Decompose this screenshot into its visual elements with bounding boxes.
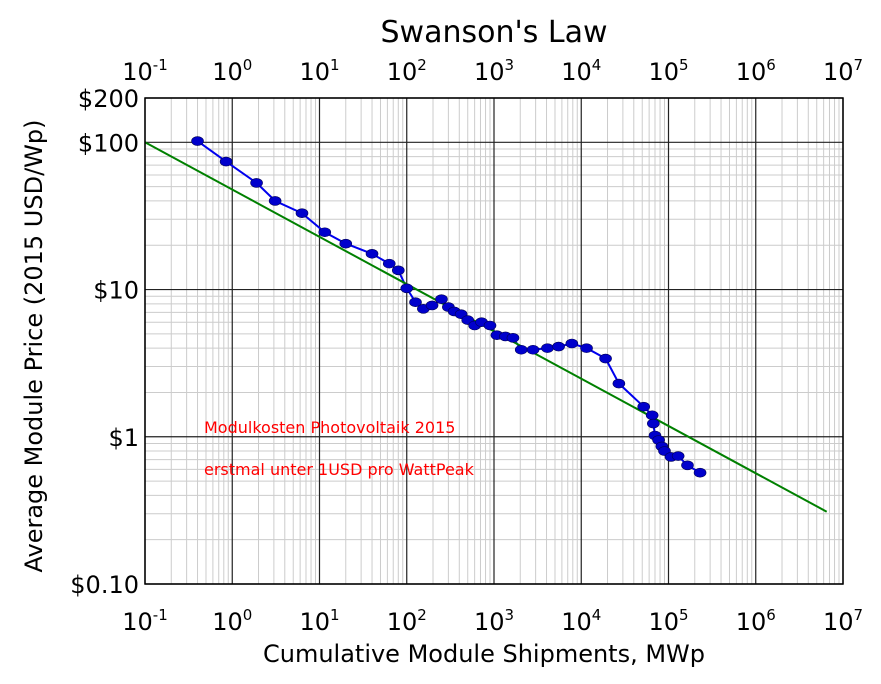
data-point <box>425 300 439 311</box>
data-point <box>645 410 659 421</box>
data-point <box>637 401 651 412</box>
y-tick-label: $100 <box>78 129 139 157</box>
data-point <box>565 338 579 349</box>
data-point <box>268 196 282 206</box>
data-point <box>483 320 497 331</box>
chart-title: Swanson's Law <box>380 15 607 50</box>
x-tick-label-bottom: 102 <box>387 606 427 636</box>
x-tick-label-bottom: 103 <box>474 606 514 636</box>
data-point <box>514 344 528 355</box>
x-tick-label-top: 100 <box>212 56 252 86</box>
annotation-line-2: erstmal unter 1USD pro WattPeak <box>204 460 475 479</box>
data-point <box>365 248 379 259</box>
data-point <box>681 460 694 471</box>
data-point <box>580 343 593 353</box>
data-point <box>526 344 540 355</box>
x-tick-label-top: 106 <box>736 56 776 86</box>
x-tick-label-bottom: 10-1 <box>122 606 168 636</box>
y-tick-labels: $200 $100 $10 $1 $0.10 <box>70 85 139 599</box>
x-tick-label-bottom: 100 <box>212 606 252 636</box>
y-tick-label: $0.10 <box>70 571 139 599</box>
data-point <box>647 418 660 429</box>
data-point <box>541 343 554 353</box>
y-axis-label: Average Module Price (2015 USD/Wp) <box>20 119 48 572</box>
data-point <box>612 378 626 389</box>
x-tick-label-bottom: 104 <box>561 606 601 636</box>
data-point <box>506 333 520 343</box>
x-tick-label-top: 107 <box>823 56 863 86</box>
x-tick-label-bottom: 101 <box>299 606 339 636</box>
data-point <box>409 297 422 308</box>
x-tick-label-bottom: 106 <box>736 606 776 636</box>
data-point <box>391 265 405 276</box>
data-point <box>250 178 263 188</box>
x-tick-label-top: 10-1 <box>122 56 168 86</box>
x-tick-label-top: 104 <box>561 56 601 86</box>
annotation-line-1: Modulkosten Photovoltaik 2015 <box>204 418 455 437</box>
data-point <box>552 341 565 352</box>
data-point <box>400 283 414 294</box>
y-tick-label: $200 <box>78 85 139 113</box>
x-tick-label-top: 101 <box>299 56 339 86</box>
data-point <box>435 294 448 304</box>
data-point <box>219 156 233 167</box>
data-point <box>295 208 309 219</box>
data-point <box>693 467 707 478</box>
data-point <box>318 227 332 238</box>
x-tick-label-bottom: 107 <box>823 606 863 636</box>
data-points <box>191 136 707 478</box>
x-tick-label-top: 105 <box>648 56 688 86</box>
data-point <box>599 353 612 364</box>
x-tick-label-top: 103 <box>474 56 514 86</box>
y-tick-label: $1 <box>108 424 139 452</box>
x-tick-labels-top: 10-1 100 101 102 103 104 105 106 107 <box>122 56 863 86</box>
x-tick-label-bottom: 105 <box>648 606 688 636</box>
data-point <box>191 136 204 146</box>
data-point <box>382 258 396 269</box>
plot-frame <box>144 97 844 585</box>
data-point <box>671 451 685 461</box>
x-tick-label-top: 102 <box>387 56 427 86</box>
x-axis-label: Cumulative Module Shipments, MWp <box>263 640 705 668</box>
x-tick-labels-bottom: 10-1 100 101 102 103 104 105 106 107 <box>122 606 863 636</box>
data-point <box>339 238 353 249</box>
y-tick-label: $10 <box>93 277 139 305</box>
